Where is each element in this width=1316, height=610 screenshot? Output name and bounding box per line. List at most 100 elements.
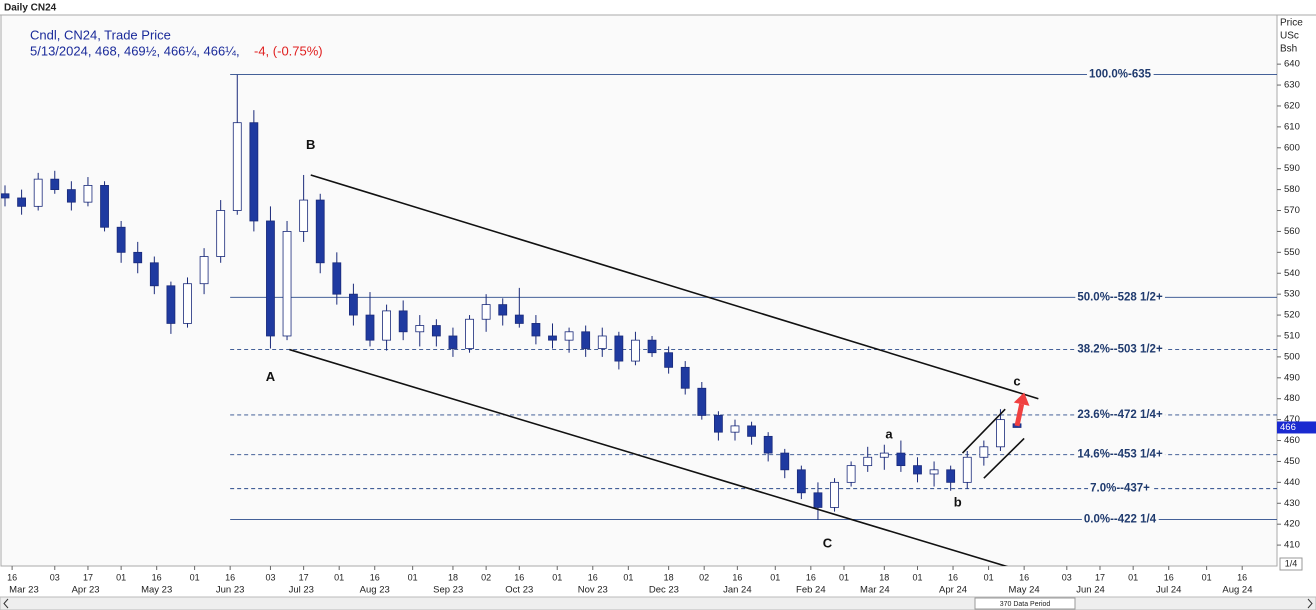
candle-body <box>199 256 209 285</box>
x-tick-label: 18 <box>448 572 458 582</box>
x-tick-label: 16 <box>514 572 524 582</box>
y-tick-label: 570 <box>1284 205 1300 216</box>
candle-body <box>17 197 26 207</box>
wave-label: C <box>823 535 833 550</box>
candle-body <box>481 304 491 320</box>
x-tick-label: 01 <box>1128 572 1138 582</box>
trendline <box>961 408 1006 454</box>
x-tick-label: 16 <box>1019 572 1029 582</box>
zoom[interactable]: 1/4 <box>1285 558 1298 568</box>
plot-area <box>0 14 1278 567</box>
x-tick-label: 16 <box>1237 572 1247 582</box>
y-tick-label: 500 <box>1284 351 1300 362</box>
month-label: Oct 23 <box>505 585 533 596</box>
fib-label: 7.0%--437+ <box>1090 483 1150 495</box>
x-tick-label: 01 <box>116 572 126 582</box>
y-tick-label: 480 <box>1284 393 1300 404</box>
fib-label-bg <box>1081 513 1159 526</box>
y-tick-label: 630 <box>1284 80 1300 91</box>
candle-body <box>100 185 109 228</box>
scrollbar[interactable] <box>0 596 1316 610</box>
y-tick-label: 470 <box>1284 414 1300 425</box>
candle-body <box>299 199 309 232</box>
chart-title: Daily CN24 <box>4 3 57 14</box>
candle-body <box>796 469 806 494</box>
candle-body <box>614 335 624 362</box>
x-tick-label: 16 <box>225 572 235 582</box>
candle-body <box>531 323 541 337</box>
fib-label-bg <box>1075 343 1165 356</box>
x-tick-label: 01 <box>984 572 994 582</box>
quote: 5/13/2024, 468, 469½, 466¼, 466¼, <box>30 43 240 58</box>
fib-label: 23.6%--472 1/4+ <box>1077 409 1163 421</box>
y-tick-label: 580 <box>1284 184 1300 195</box>
candle-body <box>664 352 674 368</box>
y-tick-label: 520 <box>1284 310 1300 321</box>
x-tick-label: 16 <box>948 572 958 582</box>
candle-body <box>33 178 43 207</box>
candle-body <box>896 452 906 467</box>
candle-body <box>929 469 939 475</box>
candle-body <box>581 331 591 349</box>
candle-body <box>763 435 773 454</box>
fib-label-bg <box>1075 291 1165 304</box>
x-tick-label: 01 <box>623 572 633 582</box>
y-tick-label: 640 <box>1284 59 1300 70</box>
y-tick-label: 440 <box>1284 477 1300 488</box>
fib-label: 38.2%--503 1/2+ <box>1077 344 1163 356</box>
y-tick-label: 460 <box>1284 435 1300 446</box>
y-tick-label: 600 <box>1284 142 1300 153</box>
x-tick-label: 16 <box>370 572 380 582</box>
x-tick-label: 01 <box>912 572 922 582</box>
month-label: Aug 24 <box>1222 585 1252 596</box>
month-label: Sep 23 <box>433 585 463 596</box>
candle-body <box>66 189 76 203</box>
scroll-left[interactable] <box>3 598 9 609</box>
candle-body <box>448 335 458 349</box>
trendline <box>289 348 1009 566</box>
plot: 100.0%-635 50.0%--528 1/2+ 38.2%--503 1/2+… <box>1 68 1277 566</box>
month-label: May 24 <box>1009 585 1040 596</box>
candle-body <box>713 415 723 433</box>
candle-body <box>498 304 508 316</box>
candle-body <box>415 325 425 333</box>
candle-body <box>332 262 342 295</box>
candle-body <box>50 178 60 191</box>
candle-body <box>979 446 989 458</box>
y-tick-label: 490 <box>1284 372 1300 383</box>
candle-body <box>747 425 756 437</box>
month-label: Jul 23 <box>289 585 314 596</box>
candle-body <box>349 293 358 316</box>
x-tick-label: 17 <box>299 572 309 582</box>
x-tick-label: 01 <box>334 572 344 582</box>
trendline <box>983 437 1025 479</box>
zoom-box[interactable] <box>1279 557 1303 571</box>
trendline <box>310 174 1039 400</box>
fib-label-bg <box>1088 482 1153 495</box>
scroll-right[interactable] <box>1307 598 1313 609</box>
candle-body <box>83 185 93 203</box>
x-tick-label: 16 <box>7 572 17 582</box>
x-tick-label: 01 <box>552 572 562 582</box>
fib-label-bg <box>1075 408 1165 421</box>
wave-label: A <box>266 369 276 384</box>
x-tick-label: 16 <box>1164 572 1174 582</box>
candle-body <box>116 226 126 253</box>
x-tick-label: 03 <box>265 572 275 582</box>
subtitle: Cndl, CN24, Trade Price <box>30 27 171 42</box>
y-tick-label: 540 <box>1284 268 1300 279</box>
quote-change: -4, (-0.75%) <box>254 43 323 58</box>
y-tick-label: 510 <box>1284 330 1300 341</box>
x-tick-label: 17 <box>83 572 93 582</box>
month-label: Mar 24 <box>860 585 890 596</box>
price-tag-label: 466 <box>1280 422 1296 433</box>
candle-body <box>946 469 956 483</box>
month-label: May 23 <box>141 585 172 596</box>
month-label: Apr 24 <box>939 585 967 596</box>
candle-body <box>548 335 557 341</box>
month-label: Jan 24 <box>723 585 752 596</box>
month-label: Nov 23 <box>578 585 608 596</box>
candle-body <box>780 452 790 471</box>
